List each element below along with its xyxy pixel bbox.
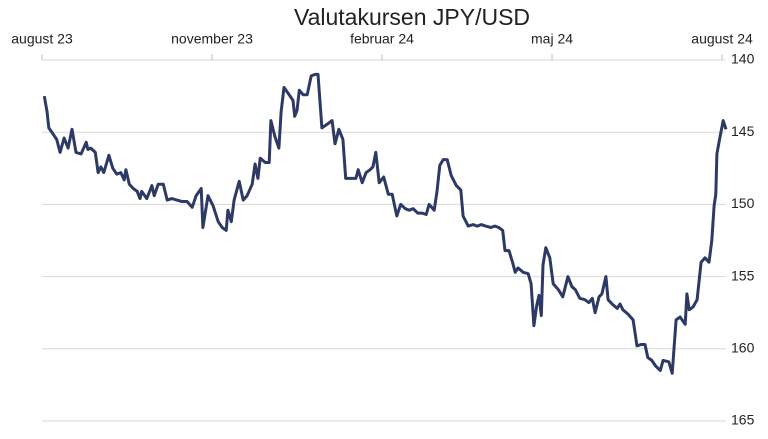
y-tick-label: 140 xyxy=(731,51,755,67)
y-tick-label: 160 xyxy=(731,340,755,356)
x-tick-label: februar 24 xyxy=(350,31,414,47)
y-tick-label: 145 xyxy=(731,123,755,139)
chart-title: Valutakursen JPY/USD xyxy=(294,4,530,30)
x-tick-label: maj 24 xyxy=(531,31,573,47)
x-tick-label: november 23 xyxy=(171,31,253,47)
y-tick-label: 155 xyxy=(731,267,755,283)
x-tick-label: august 23 xyxy=(11,31,73,47)
y-tick-label: 165 xyxy=(731,412,755,428)
x-tick-label: august 24 xyxy=(691,31,753,47)
line-series xyxy=(42,72,728,375)
y-tick-label: 150 xyxy=(731,195,755,211)
